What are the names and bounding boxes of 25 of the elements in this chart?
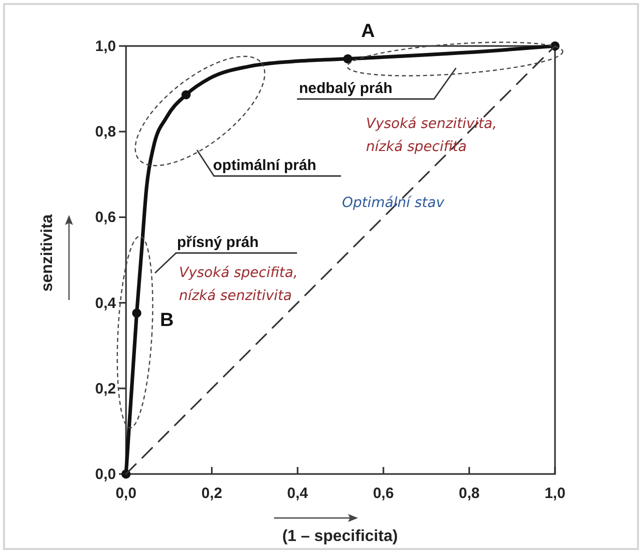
y-tick-label: 0,2 — [95, 380, 116, 398]
text: A — [361, 21, 376, 42]
annotation: Vysoká senzitivita, nízká specifita — [366, 116, 497, 155]
annotation: Optimální stav — [342, 195, 445, 211]
y-tick-label: 0,0 — [95, 466, 116, 483]
x-tick-label: 0,4 — [287, 485, 309, 502]
point — [343, 54, 352, 64]
annotation: nedbalý práh — [299, 80, 392, 97]
annotation: přísný práh — [177, 234, 259, 251]
point — [132, 308, 142, 318]
y-tick-label: 0,8 — [95, 124, 116, 141]
annotation: optimální práh — [213, 157, 316, 174]
annotation: Vysoká specifita, nízká senzitivita — [179, 265, 298, 304]
annotation: B — [160, 310, 174, 331]
y-tick-label: 0,4 — [95, 294, 117, 312]
x-tick-label: 0,6 — [372, 485, 394, 502]
y-tick-label: 1,0 — [95, 38, 116, 55]
point — [181, 90, 191, 100]
x-tick-label: 1,0 — [544, 485, 566, 502]
x-tick-label: 0,0 — [116, 485, 136, 502]
x-axis-title: (1 – specificita) — [282, 528, 398, 545]
y-tick-label: 0,6 — [95, 209, 116, 226]
x-tick-label: 0,2 — [201, 485, 222, 502]
y-axis-title: senzitivita — [39, 214, 56, 292]
x-tick-label: 0,8 — [458, 485, 480, 502]
